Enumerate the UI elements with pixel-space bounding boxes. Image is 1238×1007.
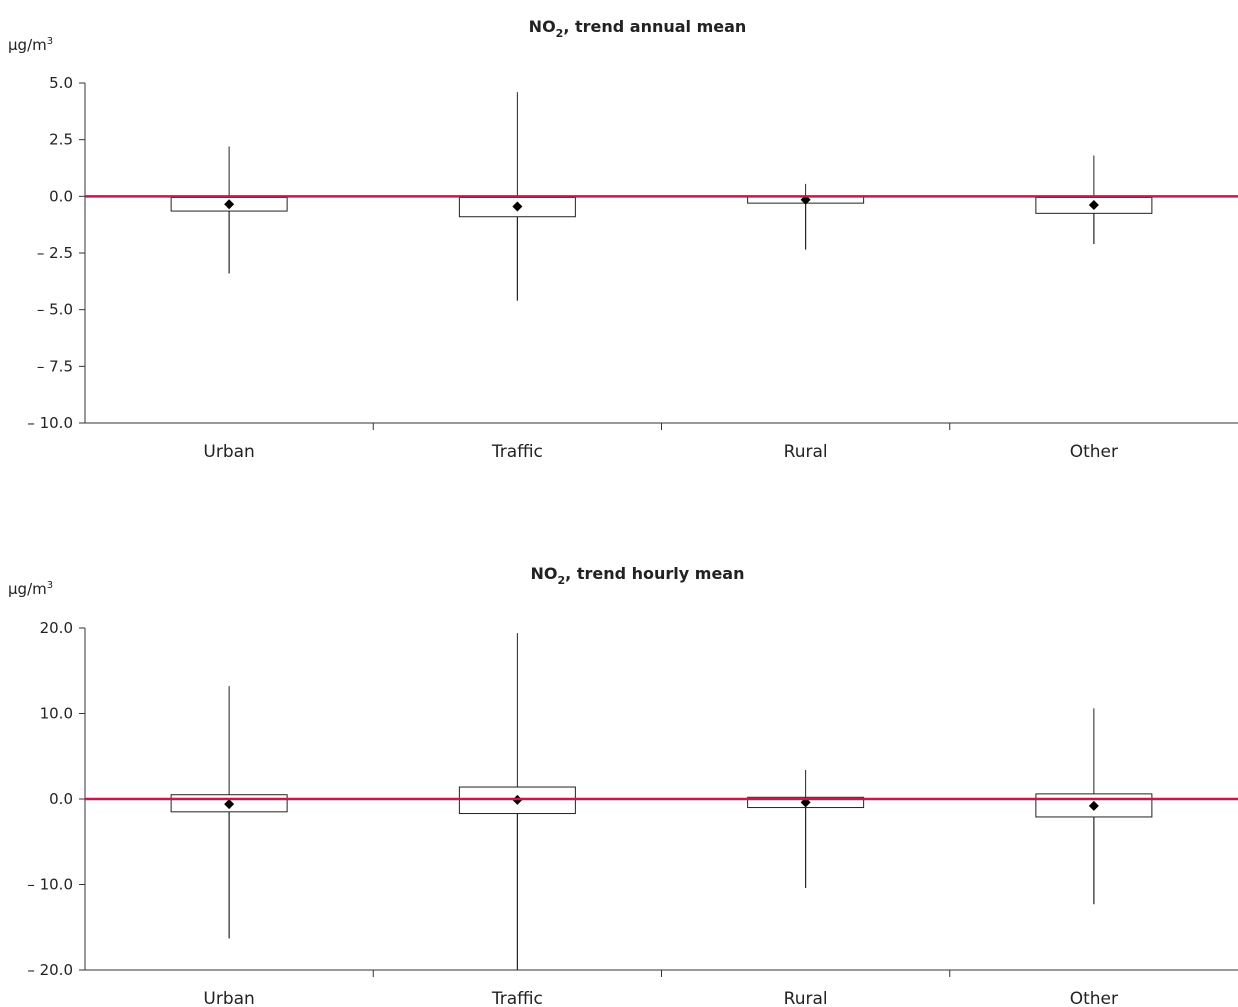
box-other: [1035, 708, 1153, 905]
x-category-label: Rural: [784, 442, 828, 462]
mean-marker: [512, 201, 523, 212]
y-tick-label: 20.0: [40, 619, 73, 637]
y-tick-label: 5.0: [49, 74, 73, 92]
chart-2: NO2, trend hourly mean µg/m3 20.0 10.0 0.0 – …: [8, 564, 1238, 1007]
box-rural: [747, 769, 865, 888]
chart-title: NO2, trend hourly mean: [531, 564, 745, 587]
box-urban: [170, 146, 288, 274]
y-axis-unit: µg/m3: [8, 580, 53, 598]
box-urban: [170, 686, 288, 939]
y-tick-label: 0.0: [49, 187, 73, 205]
y-tick-label: – 10.0: [27, 414, 73, 432]
box-traffic: [458, 92, 576, 301]
x-category-label: Urban: [203, 442, 254, 462]
y-tick-label: 0.0: [49, 790, 73, 808]
y-tick-label: – 7.5: [37, 357, 73, 375]
mean-marker: [1088, 199, 1099, 210]
box-rural: [747, 183, 865, 250]
x-category-label: Traffic: [491, 989, 543, 1007]
y-tick-label: – 2.5: [37, 244, 73, 262]
box-other: [1035, 155, 1153, 244]
y-axis-unit: µg/m3: [8, 36, 53, 54]
x-category-label: Urban: [203, 989, 254, 1007]
x-category-label: Traffic: [491, 442, 543, 462]
y-tick-label: 2.5: [49, 131, 73, 149]
x-category-label: Other: [1070, 989, 1118, 1007]
y-tick-label: – 20.0: [27, 961, 73, 979]
chart-title: NO2, trend annual mean: [529, 17, 747, 40]
x-category-label: Rural: [784, 989, 828, 1007]
mean-marker: [224, 799, 235, 810]
y-tick-label: 10.0: [40, 705, 73, 723]
y-tick-label: – 5.0: [37, 301, 73, 319]
y-tick-label: – 10.0: [27, 876, 73, 894]
box-traffic: [458, 633, 576, 970]
mean-marker: [1088, 800, 1099, 811]
mean-marker: [224, 199, 235, 210]
chart-1: NO2, trend annual mean µg/m3 5.0 2.5 0.0 – 2.…: [8, 17, 1238, 462]
x-category-label: Other: [1070, 442, 1118, 462]
